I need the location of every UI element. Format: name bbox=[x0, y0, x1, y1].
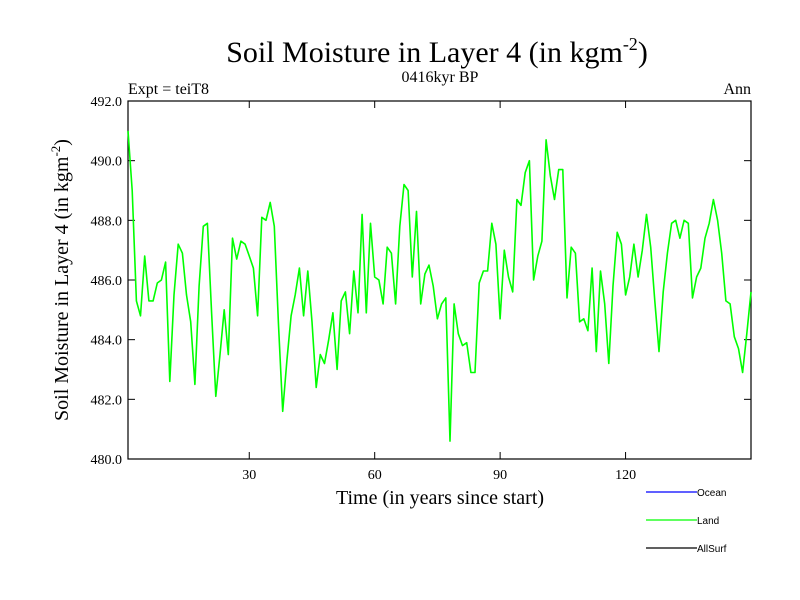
chart-title-main: Soil Moisture in Layer 4 (in kgm bbox=[226, 36, 623, 69]
x-tick-label-30: 30 bbox=[242, 468, 256, 483]
legend-ocean-label: Ocean bbox=[697, 488, 726, 499]
x-tick-label-90: 90 bbox=[493, 468, 507, 483]
x-axis-ticks: 30 60 90 120 bbox=[242, 101, 636, 483]
x-tick-label-60: 60 bbox=[368, 468, 382, 483]
legend: Ocean Land AllSurf bbox=[646, 488, 727, 555]
chart-title-close: ) bbox=[638, 36, 648, 69]
y-tick-label-492: 492.0 bbox=[91, 95, 123, 110]
y-tick-label-484: 484.0 bbox=[91, 334, 123, 349]
y-tick-label-488: 488.0 bbox=[91, 214, 123, 229]
legend-land-label: Land bbox=[697, 516, 719, 527]
chart-title: Soil Moisture in Layer 4 (in kgm-2) bbox=[226, 34, 648, 69]
y-axis-label-close: ) bbox=[51, 139, 73, 146]
y-axis-label-main: Soil Moisture in Layer 4 (in kgm bbox=[51, 156, 73, 421]
plot-frame bbox=[127, 100, 752, 460]
y-axis-label-sup: -2 bbox=[48, 146, 63, 157]
y-axis-label: Soil Moisture in Layer 4 (in kgm-2) bbox=[48, 139, 73, 421]
x-axis-label: Time (in years since start) bbox=[336, 487, 544, 509]
expt-label: Expt = teiT8 bbox=[128, 81, 209, 98]
y-tick-label-482: 482.0 bbox=[91, 393, 123, 408]
legend-allsurf-label: AllSurf bbox=[697, 544, 727, 555]
season-label: Ann bbox=[723, 81, 751, 98]
y-tick-label-486: 486.0 bbox=[91, 274, 123, 289]
x-tick-label-120: 120 bbox=[615, 468, 636, 483]
y-tick-label-480: 480.0 bbox=[91, 453, 123, 468]
y-tick-label-490: 490.0 bbox=[91, 155, 123, 170]
period-label: 0416kyr BP bbox=[402, 69, 479, 86]
y-axis-ticks: 480.0 482.0 484.0 486.0 488.0 490.0 492.0 bbox=[91, 95, 751, 468]
chart-title-sup: -2 bbox=[623, 34, 638, 54]
land-series-line bbox=[127, 130, 752, 442]
